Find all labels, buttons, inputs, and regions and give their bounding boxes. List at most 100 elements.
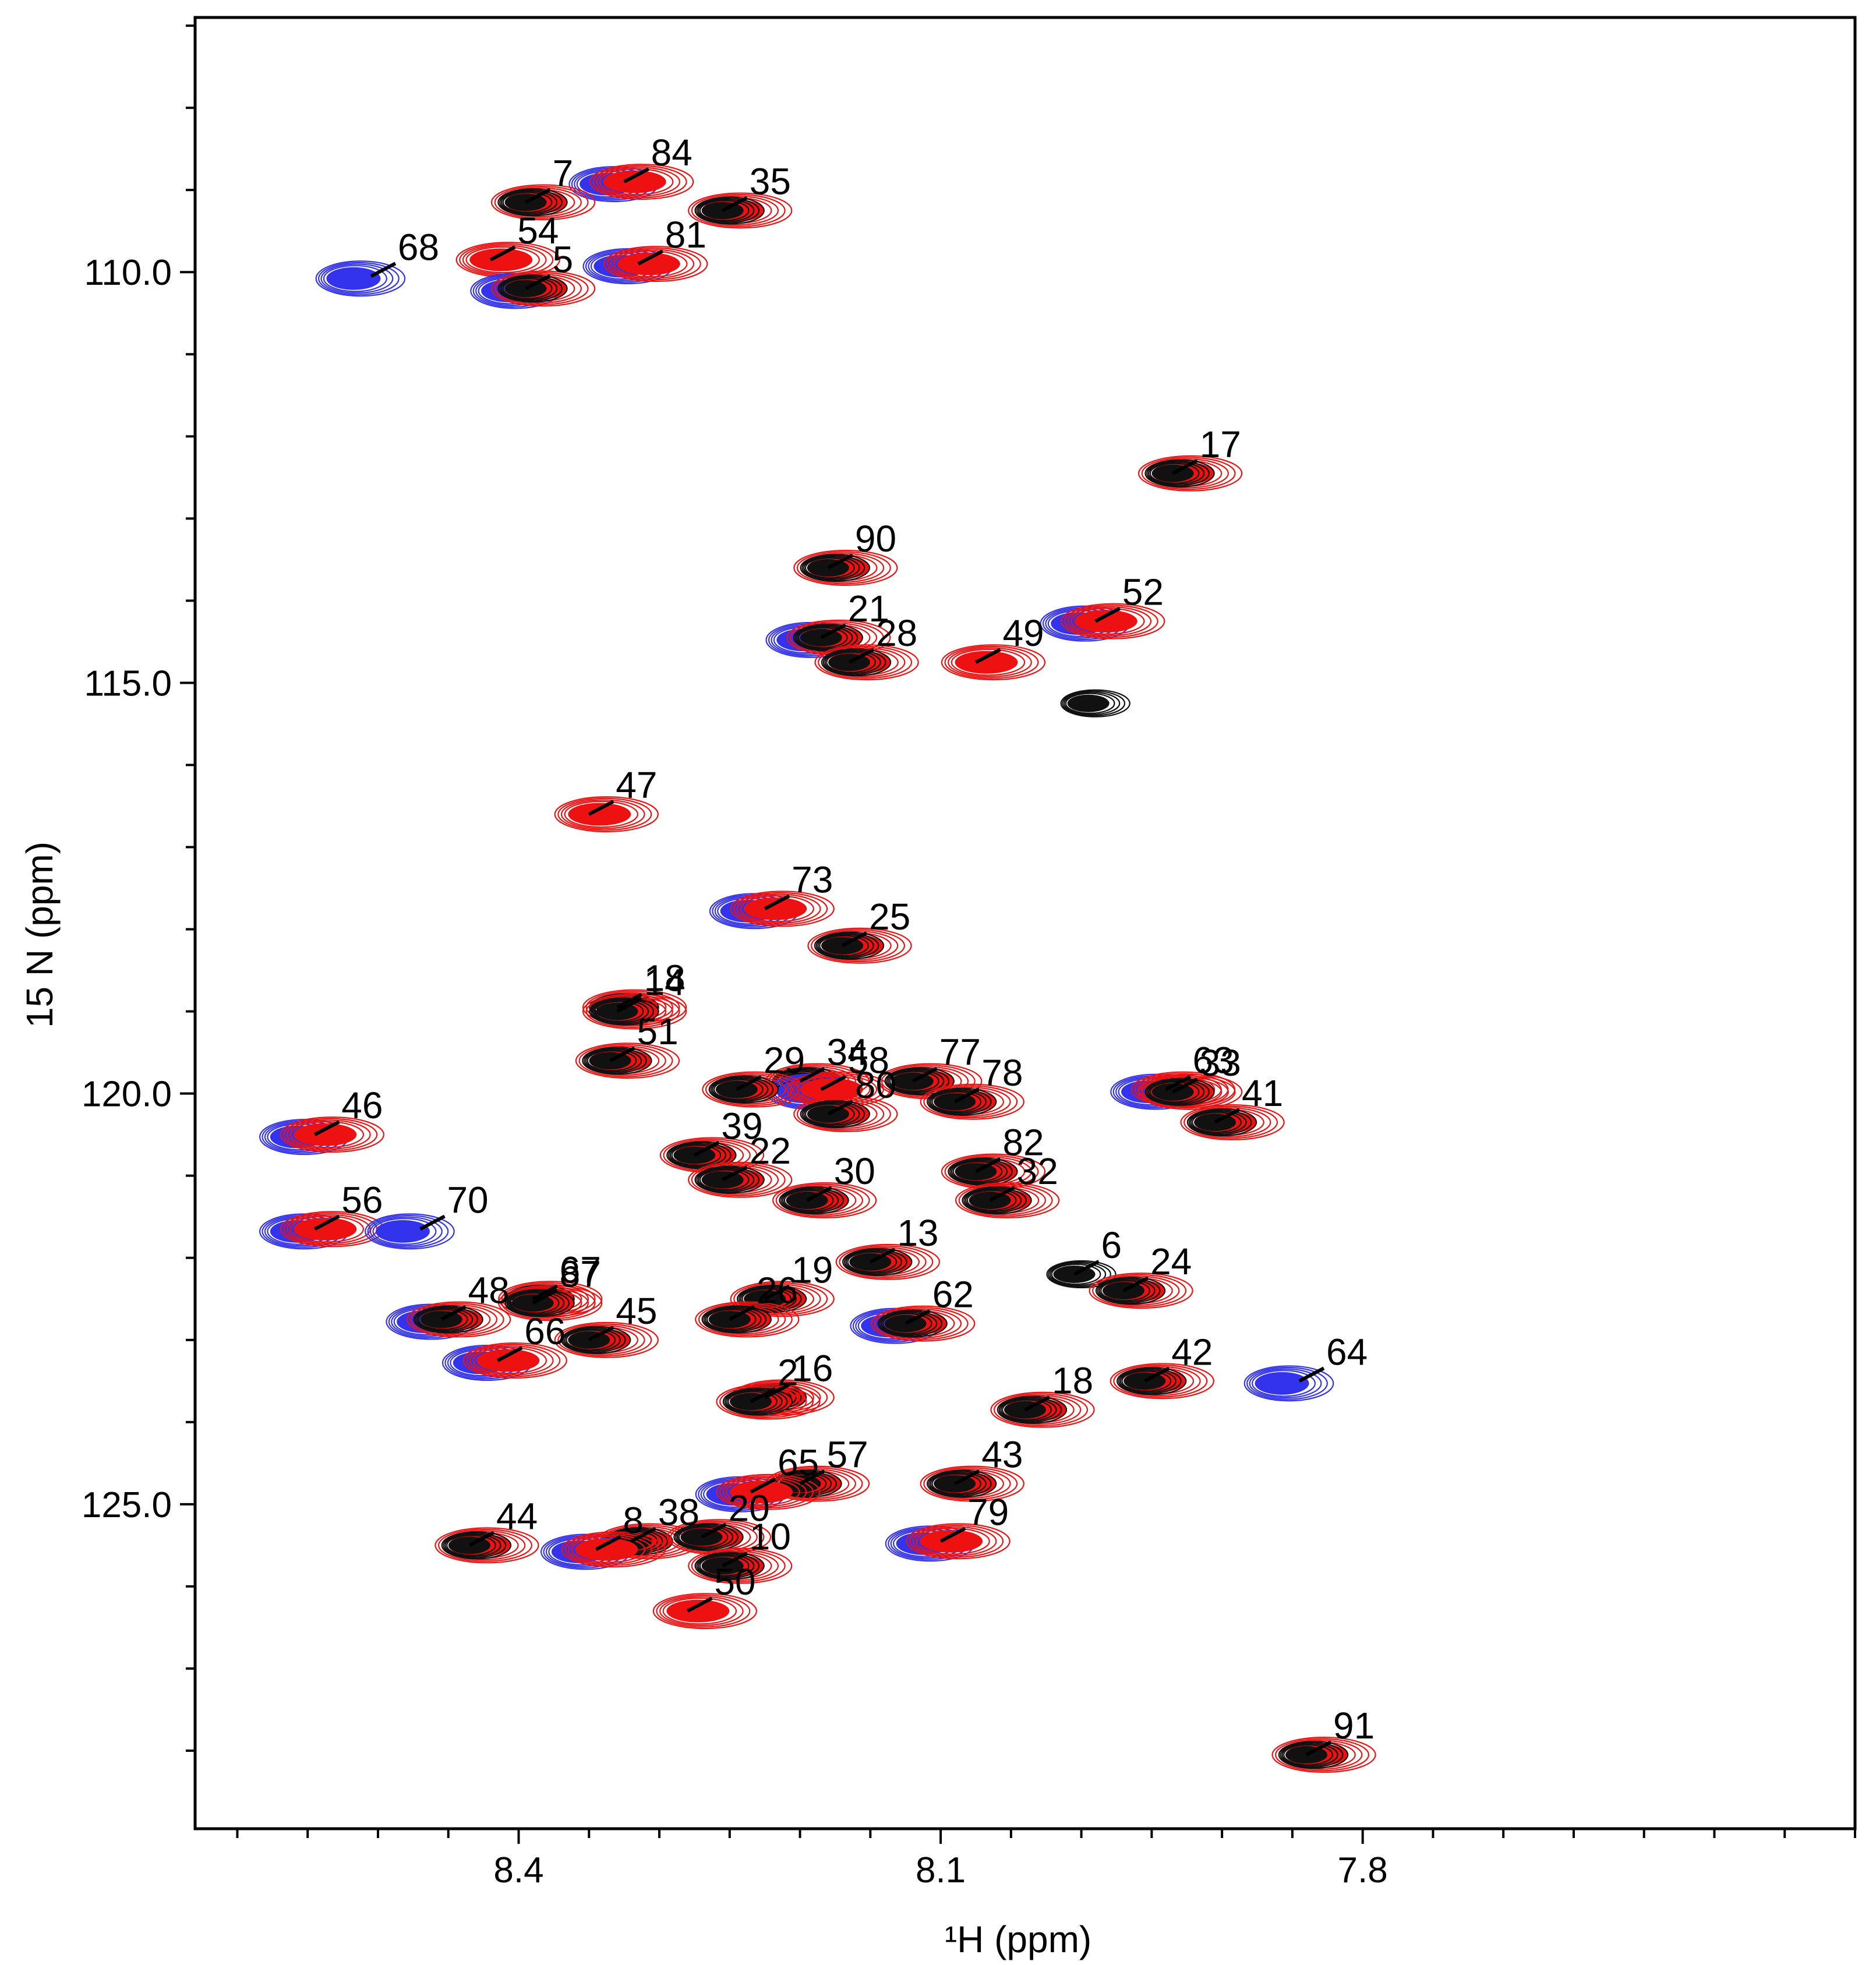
peak-leader-line (1122, 1276, 1149, 1292)
peak-contour-red (466, 1344, 561, 1377)
peak-contour-black (418, 1309, 468, 1330)
peak-contour-black (1192, 1111, 1242, 1133)
peak-contour-red (564, 800, 639, 828)
peak-leader-line (1024, 1395, 1051, 1412)
peak-44-57 (434, 1527, 539, 1564)
peak-leader-line (1094, 607, 1121, 623)
peak-label: 2 (778, 1352, 799, 1394)
peak-label: 24 (1150, 1241, 1192, 1282)
peak-contour-red (835, 1243, 940, 1280)
peak-core-blue (1255, 1372, 1309, 1395)
peak-label: 13 (897, 1212, 938, 1254)
peak-contour-black (694, 1165, 765, 1194)
peak-contour-red (688, 192, 793, 229)
peak-contour-black (952, 1161, 1003, 1182)
peak-contour-black (1049, 1262, 1107, 1287)
peak-label: 39 (721, 1105, 762, 1147)
x-tick-label: 7.8 (1338, 1850, 1388, 1890)
peak-contour-black (712, 1077, 769, 1101)
peak-contour-black (698, 1168, 755, 1192)
peak-leader-line (905, 1309, 931, 1326)
peak-label: 43 (981, 1434, 1023, 1476)
peak-contour-black (673, 1523, 744, 1551)
peak-leader-line (764, 1383, 790, 1399)
peak-contour-red (958, 1183, 1053, 1217)
peak-contour-black (694, 1551, 765, 1580)
peak-47-14 (554, 796, 659, 833)
peak-label: 38 (658, 1491, 699, 1533)
peak-core-black (1067, 694, 1110, 712)
peak-contour-red (1061, 603, 1165, 639)
peak-leader-line (630, 1526, 657, 1543)
peak-contour-red (1089, 1273, 1193, 1309)
peak-core-blue (375, 1220, 430, 1243)
peak-contour-black (796, 625, 853, 649)
peak-leader-line (616, 992, 642, 1009)
peak-contour-black (724, 1388, 788, 1415)
peak-contour-black (1046, 1260, 1117, 1289)
peak-contour-blue (365, 1213, 455, 1250)
peak-unlabeled-13 (1060, 689, 1130, 718)
peak-label: 49 (1002, 612, 1044, 654)
peak-leader-line (525, 188, 551, 204)
peak-contour-red (289, 1215, 365, 1243)
peak-leader-line (1172, 459, 1198, 475)
peak-contour-red (434, 1527, 539, 1564)
peak-contour-black (801, 554, 865, 581)
peak-leader-line (989, 1186, 1016, 1202)
peak-contour-black (966, 1189, 1017, 1211)
peak-contour-red (465, 246, 540, 274)
peak-contour-black (678, 1526, 729, 1548)
peak-contour-black (817, 934, 874, 957)
peak-contour-red (719, 1385, 814, 1418)
peak-contour-black (566, 1329, 616, 1351)
peak-label: 56 (341, 1179, 383, 1221)
peak-core-blue (326, 267, 381, 290)
peak-contour-black (801, 1101, 865, 1128)
peak-contour-black (584, 1048, 647, 1074)
peak-leader-line (525, 274, 551, 291)
peak-contour-red (561, 1531, 666, 1568)
peak-contour-red (286, 1119, 371, 1150)
peak-contour-red (1275, 1738, 1370, 1772)
peak-contour-black (842, 1247, 913, 1276)
peak-64-51 (1243, 1365, 1334, 1402)
peak-46-29 (259, 1116, 384, 1155)
peak-contour-red (793, 549, 898, 586)
peak-contour-red (1064, 605, 1158, 638)
peak-contour-black (741, 1288, 792, 1310)
peak-contour-red (592, 165, 687, 199)
peak-contour-black (951, 1160, 1008, 1183)
peak-contour-red (613, 250, 688, 278)
axis-ticks-layer: 8.4 8.1 7.8 110.0 115.0 120.0 125.0 (82, 24, 1856, 1890)
peak-contour-black (701, 1305, 772, 1334)
peak-contour-red (702, 1071, 807, 1108)
y-tick-label: 115.0 (84, 663, 172, 704)
peak-contour-red (659, 1596, 744, 1627)
peak-contour-red (557, 797, 652, 831)
peak-contour-black (669, 1143, 727, 1167)
peak-leader-line (1165, 1075, 1191, 1091)
peak-contour-red (567, 1534, 652, 1565)
peak-contour-black (803, 1102, 860, 1126)
y-axis-title: 15 N (ppm) (19, 842, 61, 1028)
peak-8-60 (540, 1531, 666, 1570)
peak-contour-red (582, 993, 687, 1030)
peak-contour-black (713, 1079, 764, 1100)
peak-29-22 (702, 1071, 807, 1108)
peak-contour-red (730, 890, 835, 927)
peak-contour-black (1065, 692, 1115, 714)
peak-contour-black (413, 1305, 483, 1334)
peak-contour-blue (367, 1214, 449, 1248)
peak-leader-line (975, 648, 1001, 664)
peak-leader-line (637, 249, 664, 266)
peak-label: 80 (855, 1064, 896, 1106)
peak-contour-black (499, 275, 563, 302)
peak-contour-blue (369, 1216, 443, 1247)
peak-label: 65 (778, 1442, 819, 1484)
peak-core-red (476, 1349, 540, 1372)
peak-label: 45 (616, 1290, 657, 1332)
peak-contour-red (730, 1281, 835, 1317)
peak-contour-black (1121, 1370, 1172, 1392)
peak-leader-line (722, 1551, 748, 1568)
